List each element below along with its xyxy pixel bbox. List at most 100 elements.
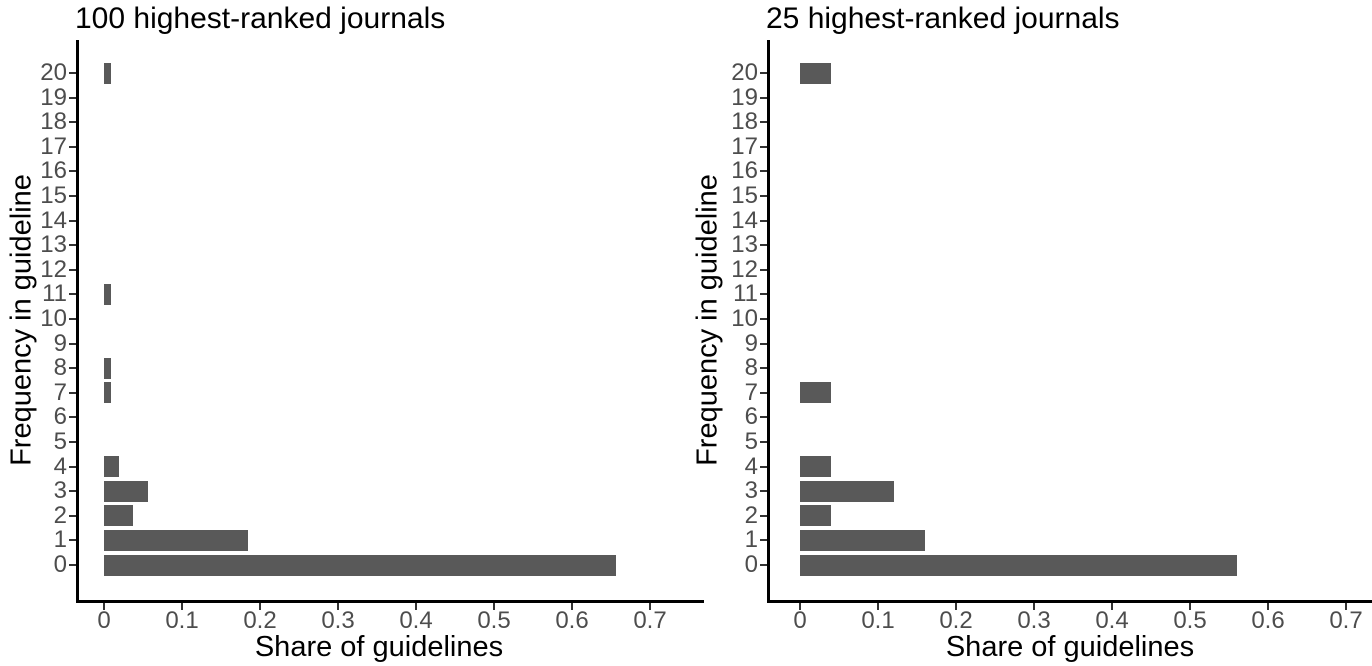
y-tick xyxy=(69,293,76,296)
y-tick xyxy=(69,219,76,222)
y-tick-label: 9 xyxy=(744,329,758,357)
y-tick xyxy=(760,564,767,566)
y-tick-label: 10 xyxy=(731,305,758,332)
x-tick-label: 0.5 xyxy=(477,607,511,634)
bar xyxy=(104,505,133,527)
y-tick-label: 12 xyxy=(731,255,758,283)
x-tick-label: 0.7 xyxy=(1329,607,1363,634)
y-tick-label: 20 xyxy=(731,59,758,86)
x-tick xyxy=(1189,603,1191,610)
y-tick xyxy=(69,416,76,419)
x-tick xyxy=(571,603,573,610)
y-tick xyxy=(760,391,767,394)
y-tick-label: 1 xyxy=(53,526,67,554)
y-tick-label: 9 xyxy=(53,329,67,357)
chart-title: 25 highest-ranked journals xyxy=(766,2,1120,35)
y-tick xyxy=(760,465,767,468)
y-tick-label: 3 xyxy=(744,477,758,505)
y-tick xyxy=(69,170,76,173)
bar xyxy=(800,505,831,527)
x-axis-title: Share of guidelines xyxy=(945,631,1195,663)
x-tick-label: 0.5 xyxy=(1173,607,1207,634)
y-tick-label: 5 xyxy=(744,428,758,455)
y-tick xyxy=(69,96,76,99)
y-tick-label: 8 xyxy=(744,354,758,382)
y-tick xyxy=(760,514,767,517)
x-tick xyxy=(955,603,957,610)
y-tick xyxy=(69,195,76,197)
x-tick-label: 0.3 xyxy=(321,607,355,634)
x-tick xyxy=(1345,603,1347,610)
y-tick xyxy=(760,367,767,370)
chart-title: 100 highest-ranked journals xyxy=(75,2,446,35)
y-axis-line xyxy=(76,40,79,603)
y-tick-label: 3 xyxy=(53,477,67,505)
y-tick-label: 7 xyxy=(744,378,758,406)
y-tick xyxy=(760,318,767,320)
y-tick-label: 16 xyxy=(731,157,758,185)
bar xyxy=(104,357,111,379)
y-axis-line xyxy=(767,40,770,603)
y-tick-label: 20 xyxy=(40,59,67,86)
x-tick-label: 0.2 xyxy=(243,607,277,634)
y-tick-label: 17 xyxy=(40,132,67,160)
y-tick xyxy=(69,367,76,370)
x-tick xyxy=(1033,603,1035,610)
y-tick xyxy=(760,441,767,443)
y-tick-label: 17 xyxy=(731,132,758,160)
y-tick xyxy=(69,121,76,124)
bar xyxy=(800,382,831,404)
y-tick-label: 1 xyxy=(744,526,758,554)
bar xyxy=(104,382,111,404)
y-tick-label: 19 xyxy=(731,83,758,111)
bar xyxy=(800,456,831,478)
y-tick-label: 13 xyxy=(731,231,758,259)
y-tick xyxy=(760,72,767,74)
y-tick xyxy=(760,539,767,542)
x-tick xyxy=(181,603,183,610)
y-tick xyxy=(760,96,767,99)
y-tick-label: 2 xyxy=(744,501,758,529)
y-tick-label: 4 xyxy=(744,452,758,480)
y-tick-label: 6 xyxy=(53,403,67,431)
y-tick-label: 19 xyxy=(40,83,67,111)
y-tick xyxy=(69,145,76,148)
y-tick-label: 4 xyxy=(53,452,67,480)
y-tick-label: 11 xyxy=(42,280,67,308)
bar xyxy=(104,554,616,576)
x-tick xyxy=(877,603,879,610)
y-tick-label: 7 xyxy=(53,378,67,406)
bar xyxy=(800,554,1237,576)
y-tick xyxy=(69,465,76,468)
y-tick-label: 15 xyxy=(40,182,67,209)
bar xyxy=(800,529,925,551)
y-tick xyxy=(69,244,76,247)
y-tick xyxy=(69,391,76,394)
x-tick xyxy=(259,603,261,610)
chart-panel-25-journals: 25 highest-ranked journals Frequency in … xyxy=(686,0,1372,666)
y-tick-label: 8 xyxy=(53,354,67,382)
x-tick-label: 0.4 xyxy=(1095,607,1129,634)
bar xyxy=(104,62,111,84)
y-tick xyxy=(760,293,767,296)
y-tick-label: 5 xyxy=(53,428,67,455)
x-tick-label: 0.1 xyxy=(861,607,895,634)
y-tick-label: 11 xyxy=(733,280,758,308)
x-tick-label: 0.4 xyxy=(399,607,433,634)
x-tick xyxy=(1111,603,1113,610)
y-tick xyxy=(69,342,76,345)
y-tick xyxy=(69,441,76,443)
x-tick-label: 0.3 xyxy=(1017,607,1051,634)
x-axis-line xyxy=(767,600,1372,603)
x-tick-label: 0.6 xyxy=(555,607,589,634)
bar xyxy=(104,456,119,478)
y-tick-label: 18 xyxy=(40,108,67,136)
y-tick xyxy=(760,244,767,247)
y-tick xyxy=(760,268,767,271)
chart-panel-100-journals: 100 highest-ranked journals Frequency in… xyxy=(6,2,704,663)
x-tick-label: 0.2 xyxy=(939,607,973,634)
bar xyxy=(104,480,148,502)
y-tick-label: 0 xyxy=(744,551,758,578)
y-tick xyxy=(69,564,76,566)
